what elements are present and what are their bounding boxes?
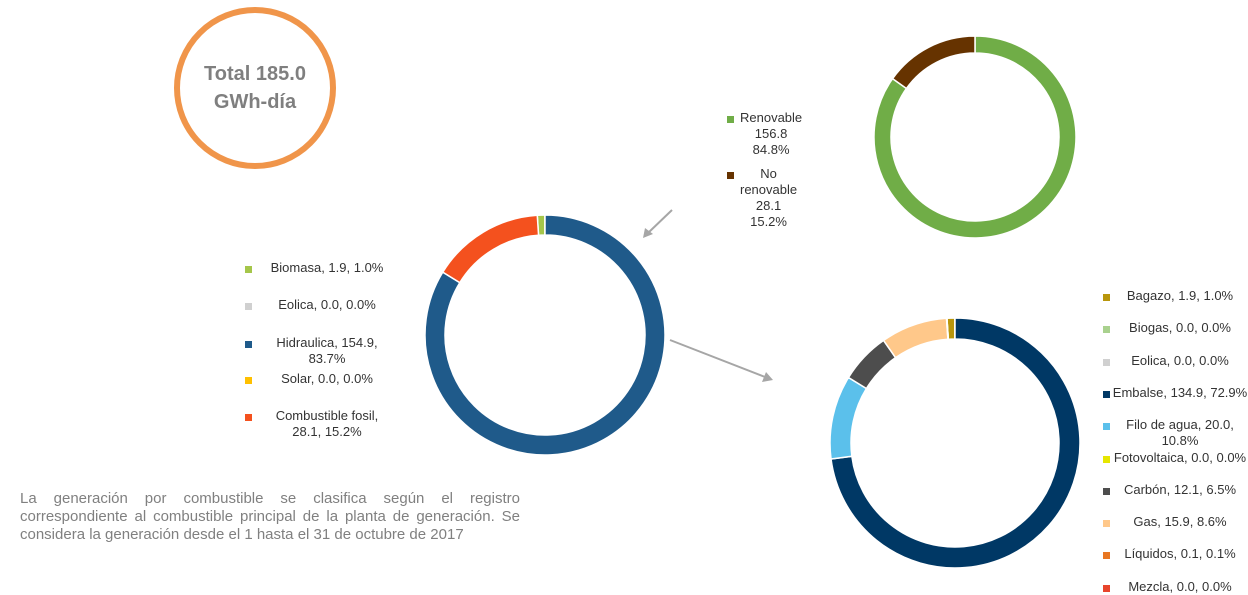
- legend-label: Biomasa, 1.9, 1.0%: [270, 260, 384, 275]
- legend-marker: [1103, 455, 1110, 463]
- arrow-head: [643, 228, 653, 238]
- total: Total 185.0 GWh-día: [204, 63, 306, 113]
- legend-label: Mezcla, 0.0, 0.0%: [1128, 578, 1232, 594]
- legend-label: Bagazo, 1.9, 1.0%: [1126, 288, 1234, 303]
- legend-marker: [245, 303, 252, 310]
- arrow: [647, 209, 673, 234]
- donut-slice: [424, 214, 666, 456]
- donut-slice: [882, 317, 949, 359]
- legend-label: Combustible fosil, 28.1, 15.2%: [275, 408, 379, 439]
- legend-label: Embalse, 134.9, 72.9%: [1112, 384, 1248, 400]
- legend-label: No renovable 28.1 15.2%: [740, 166, 798, 229]
- legend-label: Gas, 15.9, 8.6%: [1133, 514, 1227, 530]
- legend-marker: [245, 377, 252, 384]
- donut-slice: [891, 35, 976, 90]
- legend-marker: [1103, 487, 1110, 495]
- legend-label: Filo de agua, 20.0, 10.8%: [1126, 417, 1234, 449]
- donut-slice: [829, 376, 868, 460]
- legend-label: Biogas, 0.0, 0.0%: [1129, 320, 1231, 336]
- arrow-head: [762, 372, 773, 382]
- donut-slice: [441, 214, 540, 284]
- legend-label: Fotovoltaica, 0.0, 0.0%: [1113, 449, 1247, 465]
- page: Total 185.0 GWh-día La generación por co…: [20, 7, 1248, 594]
- legend-marker: [1103, 294, 1110, 301]
- legend-label: Eolica, 0.0, 0.0%: [1131, 352, 1229, 368]
- charts: [174, 7, 1081, 569]
- legend-marker: [1103, 584, 1110, 592]
- legend-marker: [727, 172, 734, 179]
- donut-slice: [873, 35, 1077, 239]
- legend-marker: [245, 414, 252, 421]
- legend-label: Renovable 156.8 84.8%: [740, 110, 803, 157]
- legend-marker: [1103, 552, 1110, 560]
- legend-label: Líquidos, 0.1, 0.1%: [1124, 546, 1236, 562]
- legend-marker: [727, 116, 734, 123]
- arrow: [669, 339, 766, 378]
- total-ring: [174, 7, 336, 169]
- legend-marker: [1103, 358, 1110, 366]
- legend-marker: [1103, 423, 1110, 431]
- legend-label: Hidraulica, 154.9, 83.7%: [276, 335, 378, 366]
- legend-label: Eolica, 0.0, 0.0%: [278, 297, 376, 312]
- legend-marker: [1103, 390, 1110, 398]
- legend-marker: [245, 341, 252, 348]
- donut-slice: [830, 317, 1081, 569]
- legend-marker: [1103, 326, 1110, 334]
- legend-label: Carbón, 12.1, 6.5%: [1123, 481, 1237, 497]
- note: La generación por combustible se clasifi…: [20, 490, 520, 543]
- legend-marker: [245, 266, 252, 273]
- legend-marker: [1103, 520, 1110, 528]
- legend-label: Solar, 0.0, 0.0%: [281, 371, 373, 386]
